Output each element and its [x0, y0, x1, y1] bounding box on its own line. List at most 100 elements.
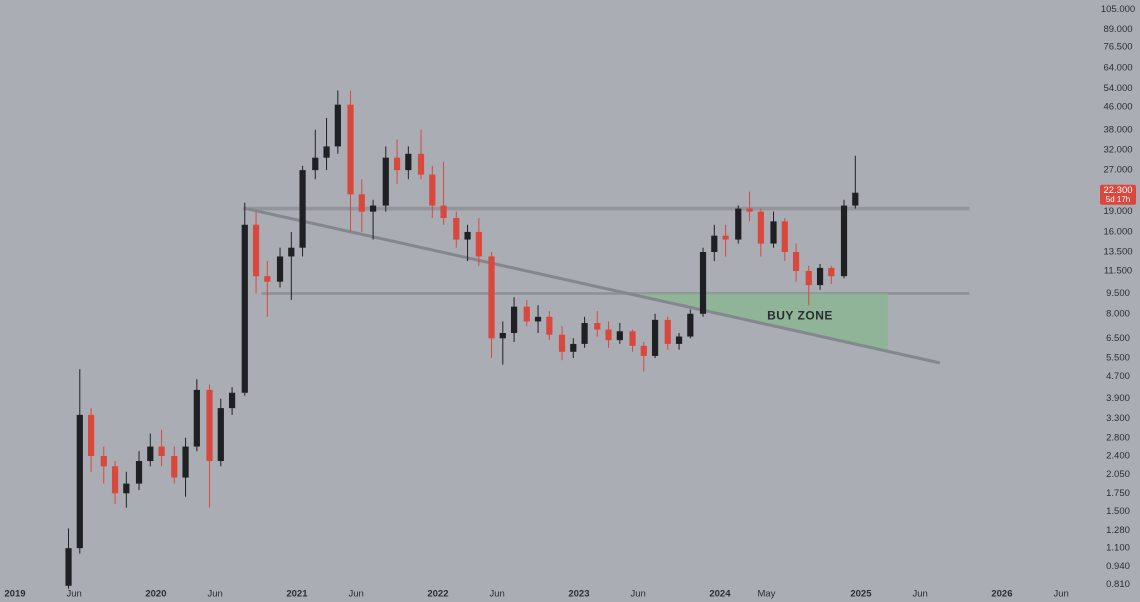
x-tick-label: Jun — [912, 589, 927, 600]
candle-body — [241, 224, 248, 393]
y-tick-label: 16.000 — [1103, 226, 1132, 237]
candle-body — [675, 336, 683, 344]
candle-body — [687, 313, 694, 337]
x-tick-label: 2025 — [850, 589, 872, 600]
y-tick-label: 9.500 — [1106, 288, 1130, 299]
candle-body — [546, 316, 553, 335]
y-tick-label: 5.500 — [1106, 353, 1130, 364]
x-tick-label: May — [757, 589, 775, 600]
candle-body — [369, 205, 377, 212]
candle-body — [475, 231, 482, 257]
candle-body — [711, 235, 718, 252]
candle-body — [581, 323, 588, 344]
candle-body — [523, 306, 530, 322]
y-tick-label: 2.400 — [1106, 451, 1130, 462]
candle-body — [664, 319, 671, 344]
trendline — [243, 206, 941, 365]
x-tick-label: Jun — [208, 589, 223, 600]
last-price-box — [1100, 184, 1136, 205]
candle-body — [123, 483, 130, 494]
candle-body — [629, 331, 636, 346]
y-tick-label: 6.500 — [1106, 333, 1130, 344]
candle-body — [323, 146, 330, 158]
x-tick-label: 2020 — [145, 589, 166, 600]
candle-body — [228, 392, 236, 409]
candle-body — [510, 306, 518, 333]
candle-body — [651, 319, 659, 356]
y-tick-label: 3.900 — [1106, 393, 1130, 404]
candle-body — [488, 256, 495, 339]
candle-body — [76, 414, 83, 549]
y-tick-label: 2.800 — [1106, 432, 1130, 443]
x-tick-label: Jun — [489, 589, 504, 600]
y-tick-label: 2.050 — [1106, 469, 1130, 480]
candle-body — [135, 461, 143, 484]
candle-body — [757, 211, 764, 244]
y-tick-label: 4.700 — [1106, 371, 1130, 382]
y-tick-label: 8.000 — [1106, 308, 1130, 319]
candle-body — [558, 334, 566, 352]
y-tick-label: 105.000 — [1101, 4, 1135, 15]
candle-body — [158, 446, 165, 457]
y-tick-label: 1.280 — [1106, 525, 1130, 536]
buy-zone-label: BUY ZONE — [767, 309, 833, 323]
candle-body — [605, 329, 612, 341]
candle-body — [393, 157, 401, 171]
candle-body — [171, 456, 178, 478]
x-tick-label: Jun — [630, 589, 645, 600]
candle-body — [288, 247, 295, 257]
y-tick-label: 13.500 — [1103, 247, 1132, 258]
candle-body — [735, 208, 742, 240]
candle-body — [299, 170, 306, 248]
candle-body — [781, 221, 788, 252]
candle-body — [358, 194, 365, 212]
candle-body — [464, 231, 471, 240]
resistance-band — [243, 206, 970, 211]
candle-body — [382, 157, 389, 206]
candle-body — [65, 548, 72, 586]
y-tick-label: 3.300 — [1106, 413, 1130, 424]
candle-body — [312, 157, 319, 171]
candle-body — [722, 235, 729, 240]
y-tick-label: 32.000 — [1103, 145, 1132, 156]
y-tick-label: 27.000 — [1103, 165, 1132, 176]
candle-body — [840, 205, 848, 277]
y-tick-label: 1.100 — [1106, 543, 1130, 554]
x-tick-label: 2026 — [991, 589, 1012, 600]
candle-body — [746, 208, 753, 212]
candle-body — [264, 276, 271, 282]
candle-body — [805, 270, 812, 286]
candle-body — [147, 446, 154, 462]
candle-body — [111, 466, 119, 494]
candle-body — [100, 456, 107, 467]
candle-body — [499, 332, 506, 339]
y-tick-label: 64.000 — [1103, 63, 1132, 74]
y-tick-label: 1.500 — [1106, 506, 1130, 517]
x-tick-label: Jun — [67, 589, 82, 600]
x-tick-label: 2022 — [427, 589, 448, 600]
y-tick-label: 46.000 — [1103, 102, 1132, 113]
candle-body — [217, 408, 224, 462]
candle-body — [453, 218, 460, 240]
candle-body — [429, 174, 436, 206]
candle-body — [347, 104, 354, 195]
candle-body — [252, 224, 260, 277]
candle-body — [640, 345, 647, 356]
candle-body — [792, 251, 800, 271]
candle-body — [816, 267, 824, 286]
candle-body — [770, 221, 777, 244]
x-tick-label: Jun — [349, 589, 364, 600]
countdown-label: 5d 17h — [1106, 195, 1130, 204]
y-tick-label: 54.000 — [1103, 83, 1132, 94]
y-tick-label: 89.000 — [1103, 24, 1132, 35]
x-tick-label: 2021 — [286, 589, 308, 600]
x-tick-label: 2019 — [4, 589, 25, 600]
y-tick-label: 76.500 — [1103, 42, 1132, 53]
candle-body — [852, 192, 859, 206]
candle-body — [417, 153, 425, 175]
y-tick-label: 0.940 — [1106, 561, 1130, 572]
y-tick-label: 1.750 — [1106, 488, 1130, 499]
